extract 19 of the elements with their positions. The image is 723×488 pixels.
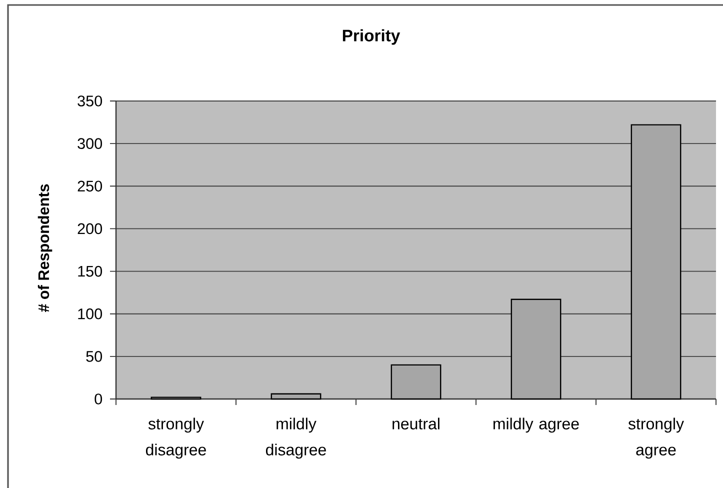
y-tick-label: 150: [78, 266, 102, 277]
chart-title: Priority: [342, 29, 400, 45]
y-tick-label: 100: [78, 308, 102, 320]
y-tick-label: 0: [94, 394, 102, 404]
bar: [630, 124, 682, 400]
x-tick-label: mildly disagree: [266, 418, 326, 459]
y-tick-label: 50: [86, 351, 102, 362]
x-tick-label: mildly agree: [494, 418, 579, 433]
y-tick-label: 300: [78, 138, 102, 149]
y-tick-label: 200: [78, 223, 102, 234]
y-axis-title: # of Respondents: [38, 184, 52, 312]
bar: [510, 298, 562, 400]
x-tick-label: strongly disagree: [146, 418, 206, 459]
x-tick-label: neutral: [392, 418, 440, 430]
y-tick-label: 250: [78, 180, 102, 192]
bar: [390, 364, 442, 400]
y-tick-label: 350: [78, 96, 102, 106]
bar: [270, 393, 322, 400]
x-tick-label: strongly agree: [628, 418, 684, 459]
